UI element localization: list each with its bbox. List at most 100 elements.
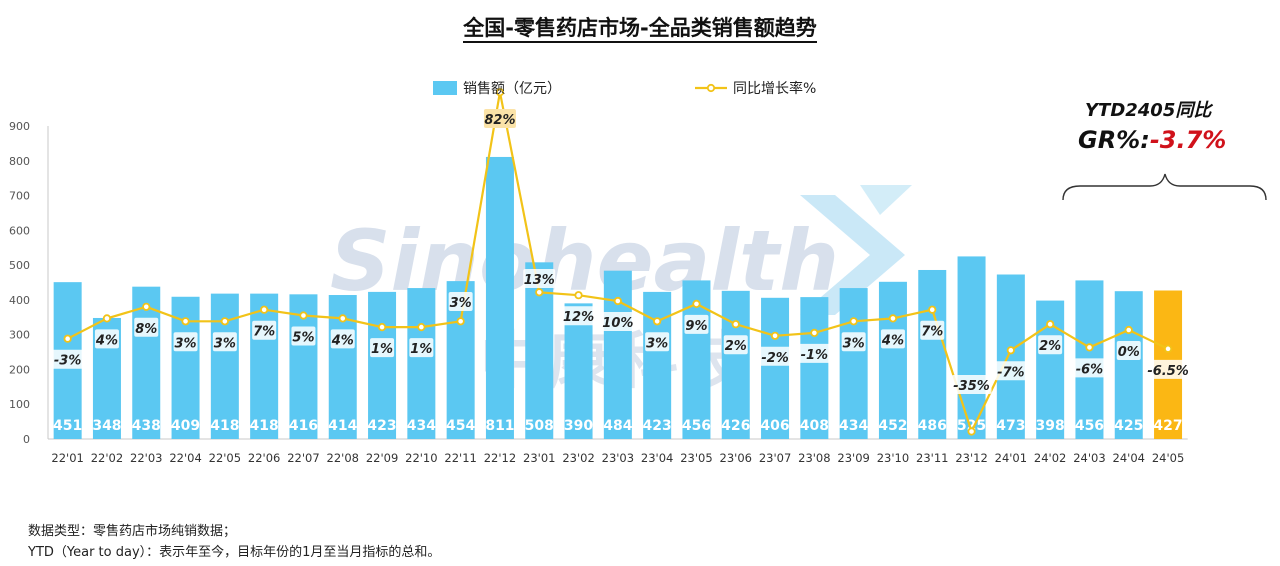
- growth-label-box: [448, 292, 473, 311]
- growth-point: [260, 305, 269, 314]
- growth-value-label: 1%: [410, 342, 432, 357]
- growth-label-box: [880, 329, 905, 349]
- x-tick-label: 22'04: [169, 451, 201, 465]
- x-tick-label: 22'10: [405, 451, 437, 465]
- x-tick-label: 23'11: [916, 451, 948, 465]
- growth-point: [1085, 343, 1094, 352]
- bar: [839, 288, 868, 439]
- bar-value-label: 418: [210, 418, 239, 434]
- x-tick-label: 22'03: [130, 451, 162, 465]
- growth-value-label: 0%: [1118, 345, 1140, 360]
- growth-label-box: [409, 338, 434, 358]
- bar-value-label: 438: [132, 418, 161, 434]
- growth-value-label: 2%: [725, 339, 747, 354]
- bar-value-label: 484: [603, 418, 632, 434]
- growth-value-label: 1%: [371, 342, 393, 357]
- x-tick-label: 23'02: [562, 451, 594, 465]
- x-tick-label: 24'04: [1113, 451, 1145, 465]
- bar: [132, 286, 161, 439]
- bar: [564, 303, 593, 439]
- growth-label-box: [841, 332, 866, 352]
- legend-line-label: 同比增长率%: [733, 80, 816, 97]
- growth-label-box: [483, 109, 516, 128]
- growth-point: [928, 305, 937, 314]
- growth-label-box: [920, 320, 945, 340]
- growth-label-box: [51, 349, 84, 369]
- bar-value-label: 456: [682, 418, 711, 434]
- growth-point: [63, 334, 72, 343]
- bar: [1114, 291, 1143, 439]
- growth-label-box: [252, 320, 277, 340]
- bar: [643, 291, 672, 439]
- growth-point: [495, 88, 505, 97]
- bar: [407, 288, 436, 439]
- x-tick-label: 23'10: [877, 451, 909, 465]
- x-tick-label: 23'01: [523, 451, 555, 465]
- x-tick-label: 22'05: [209, 451, 241, 465]
- footnote-ytd: YTD（Year to day）：表示年至今，目标年份的1月至当月指标的总和。: [28, 545, 441, 560]
- growth-value-label: 8%: [135, 322, 157, 337]
- ytd-brace: [1062, 173, 1267, 201]
- ytd-gr: GR%:-3.7%: [1078, 126, 1227, 154]
- bar: [800, 297, 829, 439]
- growth-point: [456, 317, 465, 326]
- x-tick-label: 23'03: [602, 451, 634, 465]
- growth-point: [888, 314, 898, 323]
- chart-title: 全国-零售药店市场-全品类销售额趋势: [0, 12, 1280, 43]
- bar: [957, 256, 986, 439]
- bar-value-label: 426: [721, 418, 750, 434]
- growth-label-box: [1073, 358, 1106, 378]
- growth-value-label: -3%: [54, 354, 81, 369]
- growth-point: [653, 317, 662, 326]
- bar-value-label: 398: [1036, 418, 1065, 434]
- bar: [603, 270, 632, 439]
- growth-point: [338, 314, 347, 323]
- growth-label-box: [291, 326, 316, 346]
- growth-label-box: [173, 332, 198, 352]
- x-tick-label: 22'08: [327, 451, 359, 465]
- growth-point: [102, 314, 112, 323]
- growth-point: [574, 291, 583, 300]
- growth-value-label: -6.5%: [1147, 364, 1188, 379]
- growth-label-box: [212, 332, 237, 352]
- data-labels: -3% 4% 8% 3% 3% 7% 5% 4% 1% 1% 3% 82% 13% 12% 10% 3% 9% 2…: [51, 109, 1193, 394]
- y-tick-label: 400: [9, 294, 30, 307]
- growth-label-box: [134, 317, 159, 337]
- growth-point: [613, 296, 622, 306]
- growth-label-box: [523, 269, 556, 288]
- y-tick-label: 0: [23, 433, 30, 446]
- growth-label-box: [645, 332, 670, 352]
- growth-value-label: 3%: [175, 336, 197, 351]
- bar-value-label: 425: [1114, 418, 1143, 434]
- x-tick-label: 24'05: [1152, 451, 1184, 465]
- growth-value-label: 3%: [843, 336, 865, 351]
- growth-value-label: -6%: [1076, 362, 1103, 377]
- y-tick-label: 900: [9, 120, 30, 133]
- growth-point: [299, 311, 308, 320]
- legend-line-marker: [706, 83, 716, 93]
- growth-point: [967, 427, 976, 436]
- growth-point: [142, 302, 151, 311]
- growth-point: [692, 299, 701, 308]
- growth-label-box: [1116, 341, 1141, 360]
- growth-label-box: [951, 375, 992, 394]
- growth-value-label: 12%: [563, 310, 594, 325]
- bar-value-label: 427: [1153, 418, 1182, 434]
- growth-point: [1046, 320, 1055, 329]
- x-tick-label: 24'02: [1034, 451, 1066, 465]
- bar-value-label: 423: [643, 418, 672, 434]
- growth-label-box: [759, 346, 792, 366]
- bar-value-label: 811: [485, 418, 514, 434]
- x-tick-label: 23'06: [720, 451, 752, 465]
- growth-point: [220, 317, 229, 326]
- growth-value-label: -2%: [761, 351, 788, 366]
- x-tick-label: 24'01: [995, 451, 1027, 465]
- growth-value-label: -1%: [801, 348, 828, 363]
- bar-value-label: 434: [839, 418, 868, 434]
- growth-point: [770, 331, 780, 340]
- growth-label-box: [562, 306, 595, 326]
- x-tick-label: 23'07: [759, 451, 791, 465]
- bar: [878, 281, 907, 439]
- bar: [918, 269, 947, 439]
